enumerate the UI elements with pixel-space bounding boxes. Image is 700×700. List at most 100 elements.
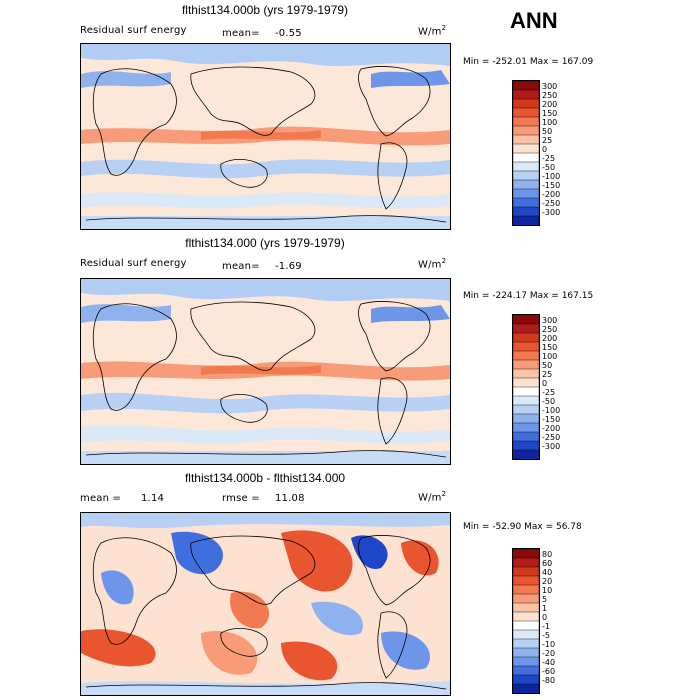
colorbar-label: -20 — [542, 649, 556, 658]
colorbar-label: 250 — [542, 325, 558, 334]
panel-2-map — [80, 278, 451, 465]
colorbar-label: 0 — [542, 379, 548, 388]
panel-2-colorbar-labels: 300 250 200 150 100 50 25 0 -25 -50 -100 -150 -200 -2… — [542, 316, 560, 451]
colorbar-swatch — [512, 323, 540, 334]
colorbar-label: 300 — [542, 82, 558, 91]
colorbar-swatch — [512, 575, 540, 586]
colorbar-label: 200 — [542, 100, 558, 109]
panel-2-colorbar — [512, 314, 540, 460]
colorbar-label: -50 — [542, 163, 556, 172]
panel-2-mean-value: -1.69 — [275, 261, 302, 272]
colorbar-label: -10 — [542, 640, 556, 649]
colorbar-swatch — [512, 314, 540, 325]
colorbar-label: 0 — [542, 613, 548, 622]
colorbar-swatch — [512, 449, 540, 460]
panel-3-units: W/m2 — [418, 490, 447, 504]
colorbar-swatch — [512, 359, 540, 370]
panel-3-minmax: Min = -52.90 Max = 56.78 — [463, 522, 582, 532]
panel-1-title: flthist134.000b (yrs 1979-1979) — [181, 3, 349, 17]
colorbar-swatch — [512, 107, 540, 118]
colorbar-label: 300 — [542, 316, 558, 325]
colorbar-label: -250 — [542, 433, 561, 442]
colorbar-label: -150 — [542, 181, 561, 190]
colorbar-label: -200 — [542, 190, 561, 199]
panel-1-field-label: Residual surf energy — [80, 25, 187, 36]
colorbar-swatch — [512, 143, 540, 154]
panel-3-title: flthist134.000b - flthist134.000 — [184, 471, 346, 485]
panel-1-mean-value: -0.55 — [275, 28, 302, 39]
colorbar-label: -300 — [542, 442, 561, 451]
colorbar-swatch — [512, 638, 540, 649]
panel-1-map — [80, 43, 451, 230]
colorbar-swatch — [512, 620, 540, 631]
colorbar-label: 1 — [542, 604, 548, 613]
colorbar-label: 250 — [542, 91, 558, 100]
colorbar-swatch — [512, 332, 540, 343]
colorbar-label: -100 — [542, 406, 561, 415]
panel-3-mean-label: mean = — [80, 493, 122, 504]
colorbar-swatch — [512, 404, 540, 415]
colorbar-swatch — [512, 368, 540, 379]
colorbar-label: 0 — [542, 145, 548, 154]
colorbar-swatch — [512, 629, 540, 640]
colorbar-swatch — [512, 593, 540, 604]
colorbar-swatch — [512, 98, 540, 109]
panel-1-minmax: Min = -252.01 Max = 167.09 — [463, 57, 594, 67]
colorbar-swatch — [512, 440, 540, 451]
colorbar-swatch — [512, 674, 540, 685]
colorbar-label: -40 — [542, 658, 556, 667]
colorbar-swatch — [512, 350, 540, 361]
panel-3-rmse-label: rmse = — [222, 493, 260, 504]
colorbar-swatch — [512, 611, 540, 622]
colorbar-label: 25 — [542, 370, 553, 379]
colorbar-label: 50 — [542, 127, 553, 136]
colorbar-swatch — [512, 665, 540, 676]
colorbar-swatch — [512, 206, 540, 217]
panel-2-minmax: Min = -224.17 Max = 167.15 — [463, 291, 594, 301]
colorbar-swatch — [512, 656, 540, 667]
colorbar-swatch — [512, 188, 540, 199]
colorbar-swatch — [512, 80, 540, 91]
colorbar-swatch — [512, 647, 540, 658]
season-title: ANN — [510, 8, 558, 33]
colorbar-label: 60 — [542, 559, 553, 568]
colorbar-swatch — [512, 197, 540, 208]
colorbar-label: 100 — [542, 118, 558, 127]
colorbar-label: -25 — [542, 154, 556, 163]
colorbar-swatch — [512, 683, 540, 694]
colorbar-swatch — [512, 386, 540, 397]
colorbar-label: 200 — [542, 334, 558, 343]
colorbar-swatch — [512, 179, 540, 190]
panel-3-rmse-value: 11.08 — [275, 493, 305, 504]
colorbar-label: 50 — [542, 361, 553, 370]
colorbar-label: -80 — [542, 676, 556, 685]
panel-1-colorbar — [512, 80, 540, 226]
colorbar-label: 25 — [542, 136, 553, 145]
colorbar-swatch — [512, 548, 540, 559]
colorbar-label: 10 — [542, 586, 553, 595]
panel-1-units: W/m2 — [418, 24, 447, 38]
colorbar-label: 80 — [542, 550, 553, 559]
colorbar-label: 5 — [542, 595, 548, 604]
colorbar-swatch — [512, 566, 540, 577]
colorbar-label: -1 — [542, 622, 550, 631]
colorbar-swatch — [512, 413, 540, 424]
colorbar-label: -5 — [542, 631, 550, 640]
colorbar-swatch — [512, 170, 540, 181]
colorbar-label: 20 — [542, 577, 553, 586]
colorbar-label: -60 — [542, 667, 556, 676]
colorbar-swatch — [512, 395, 540, 406]
colorbar-swatch — [512, 431, 540, 442]
colorbar-label: 40 — [542, 568, 553, 577]
colorbar-swatch — [512, 89, 540, 100]
colorbar-swatch — [512, 422, 540, 433]
colorbar-swatch — [512, 161, 540, 172]
panel-2-mean-label: mean= — [222, 261, 260, 272]
colorbar-label: -300 — [542, 208, 561, 217]
colorbar-swatch — [512, 602, 540, 613]
panel-2-field-label: Residual surf energy — [80, 258, 187, 269]
panel-2-units: W/m2 — [418, 257, 447, 271]
colorbar-swatch — [512, 584, 540, 595]
colorbar-label: -150 — [542, 415, 561, 424]
panel-2-title: flthist134.000 (yrs 1979-1979) — [185, 236, 345, 250]
